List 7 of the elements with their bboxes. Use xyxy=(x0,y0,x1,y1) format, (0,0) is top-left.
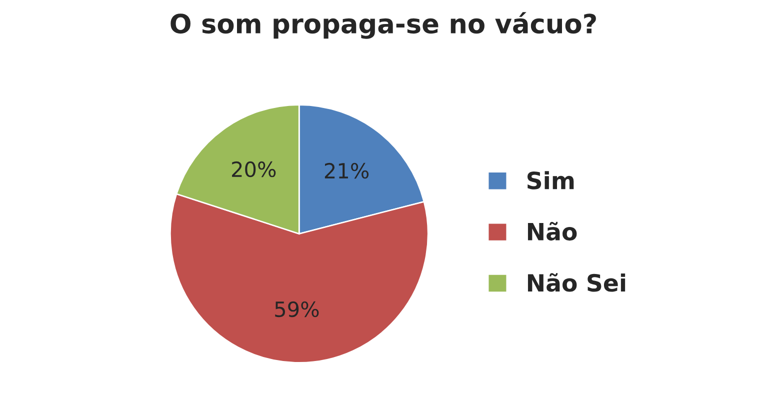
data-label: 21% xyxy=(324,162,369,179)
data-label: 59% xyxy=(275,301,319,318)
legend-label: Não Sei xyxy=(528,273,626,292)
legend-label: Sim xyxy=(528,171,574,190)
data-label: 20% xyxy=(232,161,276,178)
chart-title: O som propaga-se no vácuo? xyxy=(170,12,596,39)
legend-label: Não xyxy=(528,222,577,241)
